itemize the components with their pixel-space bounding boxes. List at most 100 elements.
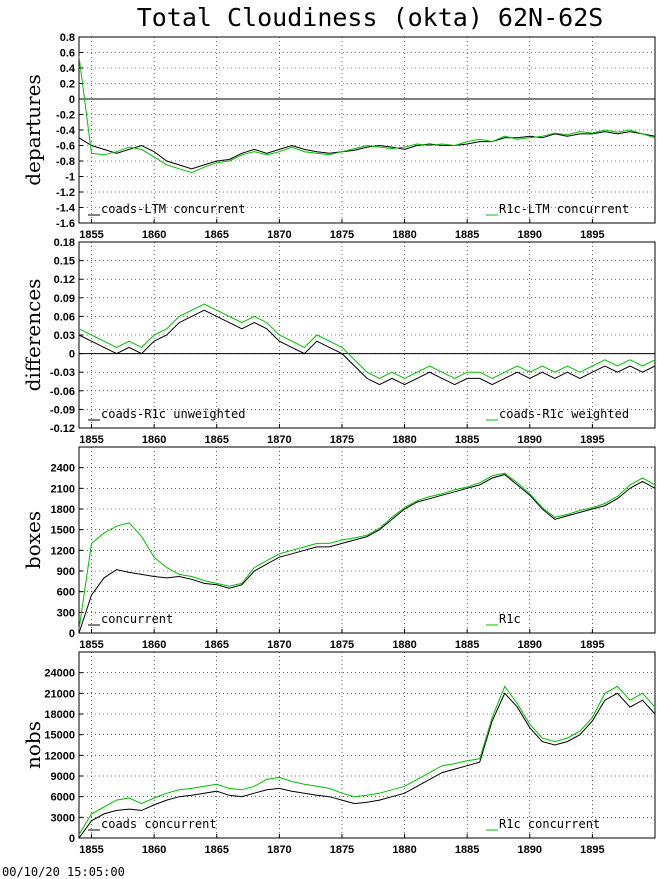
boxes-xtick-label: 1875	[330, 639, 354, 651]
differences-series-green	[78, 303, 656, 379]
departures-series-black	[78, 131, 656, 170]
boxes-ytick-label: 1200	[51, 545, 75, 557]
boxes-legend-green: R1c	[499, 612, 521, 626]
departures-ytick-label: -0.8	[56, 156, 75, 168]
nobs-xtick-label: 1865	[204, 844, 228, 856]
differences-ytick-label: -0.06	[50, 386, 75, 398]
departures-xtick-label: 1875	[330, 229, 354, 241]
boxes-ytick-label: 600	[57, 587, 75, 599]
boxes-ytick-label: 0	[69, 628, 75, 640]
nobs-ytick-label: 24000	[44, 668, 75, 680]
departures-ytick-label: 0	[69, 94, 75, 106]
differences-ytick-label: -0.09	[50, 404, 75, 416]
boxes-ytick-label: 900	[57, 566, 75, 578]
differences-legend-black: coads-R1c unweighted	[101, 407, 246, 421]
differences-xtick-label: 1895	[580, 434, 604, 446]
departures-ytick-label: -1	[65, 172, 75, 184]
departures-ytick-label: 0.4	[60, 63, 76, 75]
differences-ytick-label: -0.03	[50, 367, 75, 379]
differences-ytick-label: 0.09	[54, 293, 75, 305]
panel-nobs: 24000 21000 18000 15000 12000 9000 6000 3000 0 18…	[21, 651, 656, 856]
departures-series-green	[78, 56, 656, 174]
nobs-xtick-label: 1870	[267, 844, 291, 856]
nobs-legend-black: coads concurrent	[101, 817, 217, 831]
departures-ytick-label: -1.6	[56, 218, 75, 230]
departures-ytick-label: -1.4	[56, 203, 76, 215]
nobs-xtick-label: 1860	[142, 844, 166, 856]
nobs-xtick-label: 1855	[79, 844, 103, 856]
boxes-frame	[78, 446, 656, 634]
nobs-xtick-label: 1885	[455, 844, 479, 856]
nobs-legend-green: R1c concurrent	[499, 817, 600, 831]
differences-ytick-label: 0.06	[54, 311, 75, 323]
nobs-ytick-label: 15000	[44, 730, 75, 742]
differences-xtick-label: 1890	[518, 434, 542, 446]
timestamp: 00/10/20 15:05:00	[2, 865, 125, 879]
differences-ytick-label: 0.15	[54, 256, 75, 268]
differences-ytick-label: 0.12	[54, 274, 75, 286]
nobs-ytick-label: 0	[69, 833, 75, 845]
departures-ytick-label: -1.2	[56, 187, 75, 199]
departures-xtick-label: 1880	[392, 229, 416, 241]
nobs-ytick-label: 12000	[44, 750, 75, 762]
departures-ytick-label: 0.6	[60, 48, 75, 60]
boxes-xtick-label: 1880	[392, 639, 416, 651]
boxes-ylabel: boxes	[21, 511, 45, 569]
differences-xtick-label: 1870	[267, 434, 291, 446]
nobs-ytick-label: 21000	[44, 688, 75, 700]
departures-legend-black: coads-LTM concurrent	[101, 202, 246, 216]
nobs-xtick-label: 1895	[580, 844, 604, 856]
departures-ytick-label: -0.4	[56, 125, 76, 137]
departures-xtick-label: 1895	[580, 229, 604, 241]
departures-ytick-label: -0.6	[56, 141, 75, 153]
panel-boxes: 2400 2100 1800 1500 1200 900 600 300 0 1855 1860 18…	[21, 446, 656, 651]
differences-xtick-label: 1865	[204, 434, 228, 446]
departures-xtick-label: 1860	[142, 229, 166, 241]
boxes-xtick-label: 1860	[142, 639, 166, 651]
boxes-xtick-label: 1895	[580, 639, 604, 651]
differences-ytick-label: -0.12	[50, 423, 75, 435]
departures-ytick-label: -0.2	[56, 110, 75, 122]
boxes-xtick-label: 1890	[518, 639, 542, 651]
nobs-series-black	[78, 692, 656, 839]
differences-ytick-label: 0.03	[54, 330, 75, 342]
differences-xtick-label: 1875	[330, 434, 354, 446]
nobs-ytick-label: 6000	[51, 792, 75, 804]
departures-ytick-label: 0.2	[60, 79, 75, 91]
differences-ylabel: differences	[21, 279, 45, 392]
departures-ytick-label: 0.8	[60, 32, 75, 44]
nobs-ytick-label: 18000	[44, 709, 75, 721]
departures-xtick-label: 1885	[455, 229, 479, 241]
nobs-series-green	[78, 685, 656, 835]
departures-xtick-label: 1865	[204, 229, 228, 241]
departures-xtick-label: 1890	[518, 229, 542, 241]
nobs-xtick-label: 1880	[392, 844, 416, 856]
boxes-ytick-label: 2100	[51, 483, 75, 495]
differences-legend-green: coads-R1c weighted	[499, 407, 629, 421]
differences-ytick-label: 0	[69, 349, 75, 361]
boxes-series-green	[78, 472, 656, 630]
boxes-xtick-label: 1870	[267, 639, 291, 651]
boxes-ytick-label: 1800	[51, 504, 75, 516]
differences-ytick-label: 0.18	[54, 237, 75, 249]
boxes-xtick-label: 1855	[79, 639, 103, 651]
differences-xtick-label: 1855	[79, 434, 103, 446]
boxes-legend-black: concurrent	[101, 612, 173, 626]
boxes-xtick-label: 1885	[455, 639, 479, 651]
departures-legend-green: R1c-LTM concurrent	[499, 202, 629, 216]
differences-series-black	[78, 309, 656, 386]
nobs-ytick-label: 3000	[51, 812, 75, 824]
boxes-series-black	[78, 474, 656, 634]
departures-xtick-label: 1855	[79, 229, 103, 241]
departures-xtick-label: 1870	[267, 229, 291, 241]
boxes-xtick-label: 1865	[204, 639, 228, 651]
panel-differences: 0.18 0.15 0.12 0.09 0.06 0.03 0 -0.03 -0.06 -0.09…	[21, 237, 656, 446]
differences-xtick-label: 1860	[142, 434, 166, 446]
nobs-ylabel: nobs	[21, 721, 45, 769]
departures-ylabel: departures	[21, 74, 45, 186]
differences-xtick-label: 1880	[392, 434, 416, 446]
differences-xtick-label: 1885	[455, 434, 479, 446]
nobs-frame	[78, 651, 656, 839]
nobs-xtick-label: 1875	[330, 844, 354, 856]
panel-departures: 0.8 0.6 0.4 0.2 0 -0.2 -0.4 -0.6 -0.8 -1 -1.2 -1.4 -…	[21, 32, 656, 241]
